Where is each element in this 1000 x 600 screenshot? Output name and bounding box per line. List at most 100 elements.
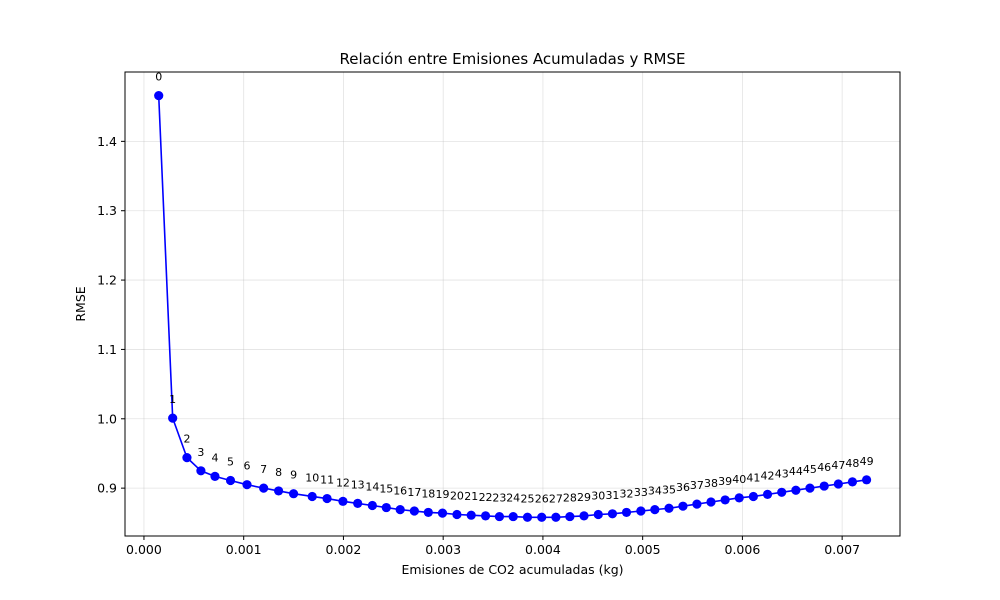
data-point xyxy=(861,475,872,485)
grid xyxy=(125,72,900,536)
data-point xyxy=(847,477,858,487)
data-point xyxy=(522,512,533,522)
point-label: 45 xyxy=(803,463,817,476)
x-tick-label: 0.000 xyxy=(126,542,162,557)
data-point xyxy=(762,489,773,499)
data-point xyxy=(678,501,688,511)
point-label: 48 xyxy=(845,457,859,470)
data-point xyxy=(242,480,252,490)
data-point xyxy=(579,511,589,521)
point-label: 2 xyxy=(183,433,190,446)
data-point xyxy=(307,491,317,502)
y-tick-label: 0.9 xyxy=(97,481,117,496)
series-line xyxy=(157,95,867,519)
data-point xyxy=(593,509,603,520)
point-label: 30 xyxy=(591,489,605,502)
point-label: 12 xyxy=(336,476,350,489)
point-label: 24 xyxy=(506,492,520,505)
x-tick-label: 0.005 xyxy=(625,542,661,557)
point-label: 36 xyxy=(676,481,690,494)
point-label: 9 xyxy=(290,469,297,482)
point-label: 46 xyxy=(817,461,831,474)
point-label: 23 xyxy=(492,492,506,505)
data-point xyxy=(748,491,758,502)
point-label: 8 xyxy=(275,466,282,479)
data-point xyxy=(636,506,646,516)
data-point xyxy=(607,509,618,519)
point-label: 16 xyxy=(393,485,407,498)
data-point xyxy=(452,509,462,520)
point-label: 31 xyxy=(605,489,619,502)
data-point xyxy=(423,507,433,518)
y-tick-label: 1.4 xyxy=(97,134,117,149)
y-tick-label: 1.3 xyxy=(97,203,117,218)
point-label: 41 xyxy=(746,471,760,484)
point-label: 1 xyxy=(169,393,176,406)
data-point xyxy=(154,90,164,101)
data-point xyxy=(182,453,192,463)
point-label: 39 xyxy=(718,475,732,488)
point-label: 27 xyxy=(549,492,563,505)
y-tick-label: 1.1 xyxy=(97,342,117,357)
point-label: 7 xyxy=(260,463,267,476)
data-point xyxy=(650,505,660,515)
data-point xyxy=(664,503,674,513)
data-point xyxy=(381,502,391,513)
data-point xyxy=(537,512,547,522)
y-tick-label: 1.0 xyxy=(97,411,117,426)
x-axis-label: Emisiones de CO2 acumuladas (kg) xyxy=(401,562,623,577)
point-label: 20 xyxy=(450,489,464,502)
point-label: 17 xyxy=(407,486,421,499)
point-label: 43 xyxy=(775,467,789,480)
point-label: 37 xyxy=(690,479,704,492)
y-axis: 0.9 1.0 1.1 1.2 1.3 1.4 xyxy=(97,134,125,496)
data-point xyxy=(805,483,815,493)
data-point xyxy=(288,489,299,499)
point-label: 0 xyxy=(155,71,162,84)
plot-area-frame xyxy=(124,71,901,537)
point-label: 47 xyxy=(831,459,845,472)
point-label: 35 xyxy=(662,483,676,496)
x-tick-label: 0.002 xyxy=(326,542,362,557)
data-point xyxy=(621,507,632,518)
data-point xyxy=(409,506,419,516)
point-label: 33 xyxy=(634,486,648,499)
data-point xyxy=(720,495,730,505)
data-point xyxy=(565,511,575,522)
data-point xyxy=(706,497,716,507)
point-label: 29 xyxy=(577,491,591,504)
x-tick-label: 0.007 xyxy=(824,542,860,557)
data-point xyxy=(494,511,505,522)
data-point xyxy=(338,496,348,506)
x-tick-label: 0.006 xyxy=(725,542,761,557)
point-label: 38 xyxy=(704,477,718,490)
data-point xyxy=(367,500,377,511)
data-point xyxy=(437,508,448,518)
point-label: 6 xyxy=(243,460,250,473)
point-label: 21 xyxy=(464,490,478,503)
point-label: 26 xyxy=(535,492,549,505)
point-label: 25 xyxy=(520,492,534,505)
x-tick-label: 0.004 xyxy=(525,542,561,557)
data-point xyxy=(196,466,206,476)
data-point xyxy=(833,479,843,489)
data-point xyxy=(210,471,220,481)
point-label: 18 xyxy=(421,487,435,500)
point-label: 4 xyxy=(211,451,218,464)
point-label: 19 xyxy=(435,488,449,501)
data-point xyxy=(395,505,405,515)
data-point xyxy=(168,413,178,423)
data-point xyxy=(819,481,829,491)
point-label: 11 xyxy=(320,474,334,487)
data-point xyxy=(508,511,518,522)
x-tick-label: 0.001 xyxy=(226,542,262,557)
chart-title: Relación entre Emisiones Acumuladas y RM… xyxy=(340,50,686,68)
data-point xyxy=(480,511,491,521)
point-label: 42 xyxy=(761,469,775,482)
data-point xyxy=(466,510,476,520)
data-point xyxy=(551,512,561,522)
data-point xyxy=(353,498,363,509)
point-label: 3 xyxy=(197,446,204,459)
